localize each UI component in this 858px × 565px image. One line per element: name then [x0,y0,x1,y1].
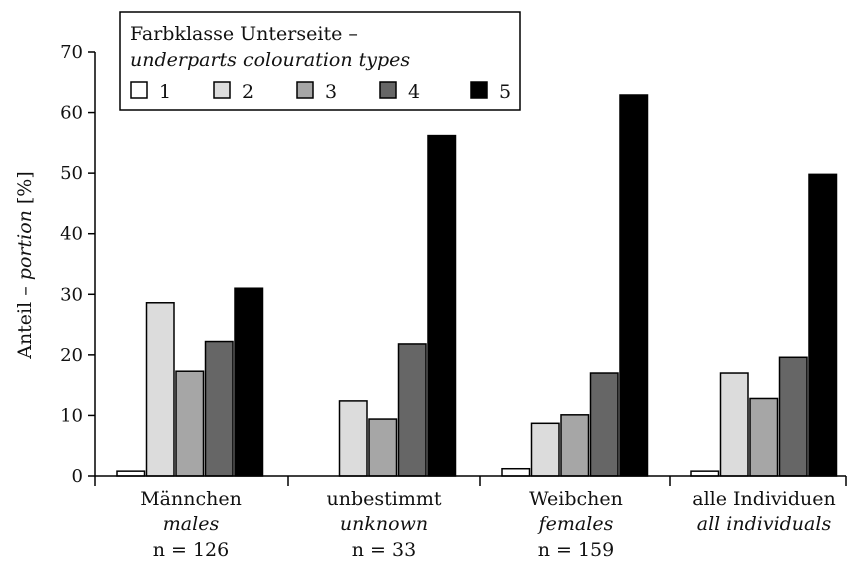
legend-label-1: 1 [159,81,171,103]
bar-1-series-3 [175,370,205,477]
labels: Anteil – portion [%] Männchen males n = 126… [14,171,836,561]
bar-3-series-5 [619,94,649,477]
bar-2-series-3 [368,418,398,477]
bar-1-series-5 [234,287,264,477]
x-category-label: alle Individuen [692,488,835,510]
bar-2-series-5 [427,134,457,477]
y-axis-title: Anteil – portion [%] [14,171,36,360]
bar-3-series-3 [560,414,590,477]
x-category-label: Männchen [140,488,242,510]
bar-2-series-2 [338,400,368,477]
y-tick-label: 20 [60,345,83,366]
legend-swatch-5 [470,81,488,99]
x-category-sample-size: n = 33 [352,539,416,561]
bar-3-series-4 [589,372,619,477]
y-tick-label: 30 [60,284,83,305]
y-tick-label: 10 [60,405,83,426]
x-category-label-en: unknown [340,513,428,535]
x-category-label-en: females [537,513,614,535]
x-category-sample-size: n = 126 [153,539,230,561]
bar-4-series-4 [778,356,808,477]
legend: Farbklasse Unterseite – underparts colour… [119,11,521,111]
legend-label-2: 2 [242,81,254,103]
y-tick-label: 70 [60,42,83,63]
x-category-label: Weibchen [529,488,623,510]
x-category-sample-size: n = 159 [538,539,615,561]
legend-swatch-3 [296,81,314,99]
legend-label-4: 4 [408,81,420,103]
plot-area [116,94,838,477]
y-tick-label: 0 [72,466,83,487]
legend-title: Farbklasse Unterseite – [130,23,358,45]
y-tick-label: 50 [60,163,83,184]
bar-2-series-4 [397,343,427,477]
bar-3-series-2 [530,422,560,477]
legend-swatch-4 [379,81,397,99]
bar-1-series-4 [204,340,234,477]
legend-swatch-2 [213,81,231,99]
bar-4-series-2 [719,372,749,477]
legend-title-en: underparts colouration types [130,49,410,71]
legend-box [119,11,521,111]
y-tick-label: 40 [60,224,83,245]
x-category-label: unbestimmt [326,488,441,510]
bar-1-series-2 [145,302,175,477]
bar-4-series-5 [808,173,838,477]
x-category-label-en: males [163,513,220,535]
legend-label-5: 5 [499,81,511,103]
x-category-label-en: all individuals [697,513,832,535]
legend-label-3: 3 [325,81,337,103]
axes: 0 10 20 30 40 50 60 70 [60,42,847,487]
legend-swatch-1 [130,81,148,99]
y-tick-label: 60 [60,103,83,124]
bar-3-series-1 [501,467,531,477]
bar-4-series-3 [749,397,779,477]
